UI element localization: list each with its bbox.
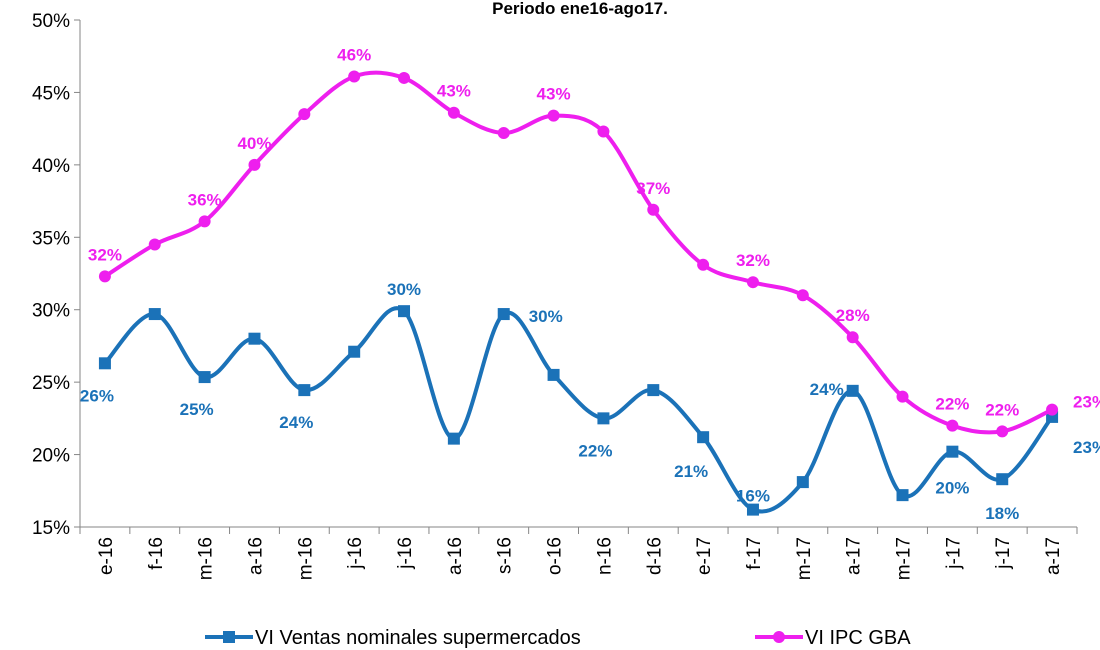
data-label: 30% <box>529 307 563 326</box>
marker <box>348 345 361 358</box>
x-tick-label: f-16 <box>146 537 167 570</box>
data-label: 46% <box>337 45 371 64</box>
x-tick-label: f-17 <box>744 537 765 570</box>
marker <box>796 476 809 489</box>
data-label: 22% <box>578 441 612 460</box>
data-label: 36% <box>188 190 222 209</box>
data-label: 23% <box>1073 438 1100 457</box>
data-label: 43% <box>437 82 471 101</box>
y-tick-label: 45% <box>32 83 70 104</box>
x-tick-label: m-16 <box>295 537 316 580</box>
marker <box>148 238 161 251</box>
y-tick-label: 20% <box>32 446 70 467</box>
marker <box>796 289 809 302</box>
x-tick-label: a-16 <box>245 537 266 575</box>
marker <box>248 332 261 345</box>
marker <box>98 270 111 283</box>
marker <box>746 503 759 516</box>
chart-title: Periodo ene16-ago17. <box>492 0 668 18</box>
marker <box>398 305 411 318</box>
marker <box>647 203 660 216</box>
data-label: 37% <box>636 179 670 198</box>
data-label: 32% <box>88 245 122 264</box>
marker <box>98 357 111 370</box>
marker <box>946 445 959 458</box>
marker <box>697 431 710 444</box>
y-tick-label: 40% <box>32 156 70 177</box>
data-label: 26% <box>80 386 114 405</box>
x-tick-label: a-16 <box>445 537 466 575</box>
marker <box>996 425 1009 438</box>
marker <box>198 371 211 384</box>
marker <box>497 126 510 139</box>
marker <box>547 368 560 381</box>
marker <box>697 258 710 271</box>
marker <box>298 108 311 121</box>
legend-label: VI Ventas nominales supermercados <box>255 627 581 649</box>
marker <box>348 70 361 83</box>
marker <box>447 432 460 445</box>
legend-label: VI IPC GBA <box>805 627 911 649</box>
marker <box>248 158 261 171</box>
marker <box>298 384 311 397</box>
data-label: 20% <box>935 479 969 498</box>
x-tick-label: j-17 <box>993 537 1014 570</box>
data-label: 32% <box>736 251 770 270</box>
data-label: 25% <box>180 400 214 419</box>
x-tick-label: o-16 <box>545 537 566 575</box>
legend-marker <box>773 631 785 643</box>
x-tick-label: a-17 <box>1043 537 1064 575</box>
data-label: 43% <box>537 85 571 104</box>
marker <box>547 109 560 122</box>
x-tick-label: e-17 <box>694 537 715 575</box>
marker <box>497 308 510 321</box>
data-label: 22% <box>985 400 1019 419</box>
series-line <box>103 306 1054 514</box>
y-tick-label: 15% <box>32 518 70 539</box>
x-tick-label: a-17 <box>844 537 865 575</box>
data-label: 40% <box>237 134 271 153</box>
legend-marker <box>223 631 235 643</box>
marker <box>896 390 909 403</box>
y-tick-label: 30% <box>32 301 70 322</box>
marker <box>846 384 859 397</box>
y-tick-label: 35% <box>32 228 70 249</box>
data-label: 21% <box>674 462 708 481</box>
marker <box>946 419 959 432</box>
x-tick-label: e-16 <box>96 537 117 575</box>
data-label: 16% <box>736 487 770 506</box>
y-tick-label: 50% <box>32 11 70 32</box>
marker <box>746 276 759 289</box>
marker <box>647 384 660 397</box>
x-tick-label: j-16 <box>345 537 366 570</box>
data-label: 28% <box>836 306 870 325</box>
data-label: 22% <box>935 395 969 414</box>
data-label: 24% <box>279 413 313 432</box>
data-label: 30% <box>387 280 421 299</box>
x-tick-label: s-16 <box>495 537 516 574</box>
series-line <box>103 70 1053 435</box>
marker <box>398 71 411 84</box>
marker <box>846 331 859 344</box>
x-tick-label: j-16 <box>395 537 416 570</box>
x-tick-label: m-17 <box>794 537 815 580</box>
data-label: 18% <box>985 504 1019 523</box>
data-label: 23% <box>1073 393 1100 412</box>
marker <box>896 489 909 502</box>
marker <box>597 125 610 138</box>
marker <box>597 412 610 425</box>
data-label: 24% <box>810 380 844 399</box>
x-tick-label: n-16 <box>594 537 615 575</box>
x-tick-label: j-17 <box>943 537 964 570</box>
marker <box>148 308 161 321</box>
marker <box>1046 403 1059 416</box>
marker <box>447 106 460 119</box>
marker <box>996 473 1009 486</box>
x-tick-label: d-16 <box>644 537 665 575</box>
x-tick-label: m-17 <box>894 537 915 580</box>
y-tick-label: 25% <box>32 373 70 394</box>
x-tick-label: m-16 <box>196 537 217 580</box>
marker <box>198 215 211 228</box>
